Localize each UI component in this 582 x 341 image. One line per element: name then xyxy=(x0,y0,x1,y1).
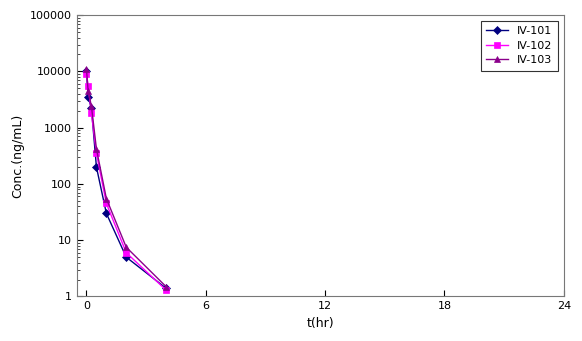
IV-103 xyxy=(123,245,130,249)
Y-axis label: Conc.(ng/mL): Conc.(ng/mL) xyxy=(11,114,24,198)
IV-103 xyxy=(103,196,110,201)
IV-103 xyxy=(93,147,100,151)
IV-102 xyxy=(88,111,95,115)
IV-101 xyxy=(88,106,95,110)
IV-102 xyxy=(123,251,130,255)
IV-101 xyxy=(93,165,100,169)
IV-101 xyxy=(83,69,90,73)
IV-101 xyxy=(162,286,169,290)
IV-103 xyxy=(162,284,169,288)
IV-102 xyxy=(162,288,169,292)
Line: IV-101: IV-101 xyxy=(84,69,169,291)
IV-103 xyxy=(83,67,90,71)
IV-102 xyxy=(103,202,110,206)
IV-101 xyxy=(103,211,110,216)
Legend: IV-101, IV-102, IV-103: IV-101, IV-102, IV-103 xyxy=(481,21,558,71)
X-axis label: t(hr): t(hr) xyxy=(306,317,334,330)
IV-102 xyxy=(93,151,100,155)
Line: IV-103: IV-103 xyxy=(83,65,169,290)
Line: IV-102: IV-102 xyxy=(84,71,169,293)
IV-102 xyxy=(84,84,91,88)
IV-103 xyxy=(84,89,91,93)
IV-101 xyxy=(123,255,130,259)
IV-101 xyxy=(84,95,91,99)
IV-102 xyxy=(83,72,90,76)
IV-103 xyxy=(88,104,95,108)
